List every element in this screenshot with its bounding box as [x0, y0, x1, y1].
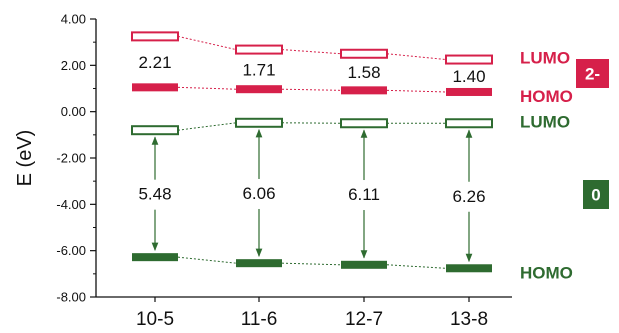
- axes: 4.00 2.00 0.00 -2.00 -4.00 -6.00 -8.00 E (eV) 10…: [14, 12, 512, 330]
- y-axis-title: E (eV): [14, 130, 36, 187]
- homo-connector: [177, 256, 237, 264]
- gap-value-label: 6.11: [348, 185, 380, 204]
- lumo-connector: [386, 53, 447, 61]
- y-tick-label: -4.00: [56, 197, 86, 212]
- lumo-bar: [235, 44, 283, 55]
- gap-value-label: 6.06: [242, 184, 275, 203]
- lumo-bar: [340, 118, 388, 129]
- lumo-bar: [445, 54, 493, 65]
- gap-value-label: 2.21: [138, 53, 171, 72]
- homo-bar: [446, 87, 492, 96]
- lumo-bar: [131, 125, 179, 136]
- y-tick-label: 0.00: [61, 104, 86, 119]
- homo-connector: [386, 89, 447, 93]
- x-tick-label: 10-5: [136, 309, 174, 330]
- x-tick-label: 11-6: [241, 309, 278, 330]
- homo-level-label: HOMO: [520, 263, 573, 282]
- gap-value-label: 1.58: [347, 63, 380, 82]
- charge-badge-label: 2-: [585, 65, 600, 84]
- charge-badge: [583, 180, 609, 209]
- homo-connector: [281, 262, 342, 266]
- homo-bar: [341, 260, 387, 269]
- gap-value-label: 5.48: [138, 185, 171, 204]
- y-tick-label: -6.00: [56, 243, 86, 258]
- lumo-bar: [445, 118, 493, 129]
- lumo-bar: [131, 31, 179, 42]
- y-tick-label: -2.00: [56, 151, 86, 166]
- homo-bar: [341, 86, 387, 95]
- homo-level-label: HOMO: [520, 87, 573, 106]
- homo-connector: [386, 264, 447, 269]
- lumo-connector: [281, 49, 342, 55]
- homo-bar: [236, 259, 282, 268]
- lumo-level-label: LUMO: [520, 112, 570, 131]
- x-tick-label: 13-8: [450, 309, 488, 330]
- y-tick-label: 2.00: [61, 58, 86, 73]
- y-tick-label: 4.00: [61, 12, 86, 27]
- gap-value-label: 6.26: [452, 187, 485, 206]
- homo-connector: [177, 86, 237, 90]
- charge-badge: [576, 59, 609, 88]
- y-tick-label: -8.00: [56, 290, 86, 305]
- homo-bar: [132, 83, 178, 92]
- lumo-bar: [340, 48, 388, 59]
- gap-value-label: 1.40: [452, 67, 485, 86]
- lumo-level-label: LUMO: [520, 49, 570, 68]
- charge-badge-label: 0: [591, 186, 600, 205]
- homo-connector: [281, 88, 342, 91]
- lumo-connector: [177, 35, 237, 51]
- lumo-bar: [235, 117, 283, 128]
- gap-value-label: 1.71: [242, 60, 275, 79]
- x-tick-label: 12-7: [345, 309, 383, 330]
- lumo-connector: [177, 122, 237, 131]
- homo-bar: [446, 264, 492, 273]
- homo-bar: [236, 85, 282, 94]
- homo-bar: [132, 253, 178, 262]
- chart-marks: 2.21 1.71 1.58 1.40 LUMO HOMO 2- 5.48 6.06 6.11 6.…: [131, 31, 609, 282]
